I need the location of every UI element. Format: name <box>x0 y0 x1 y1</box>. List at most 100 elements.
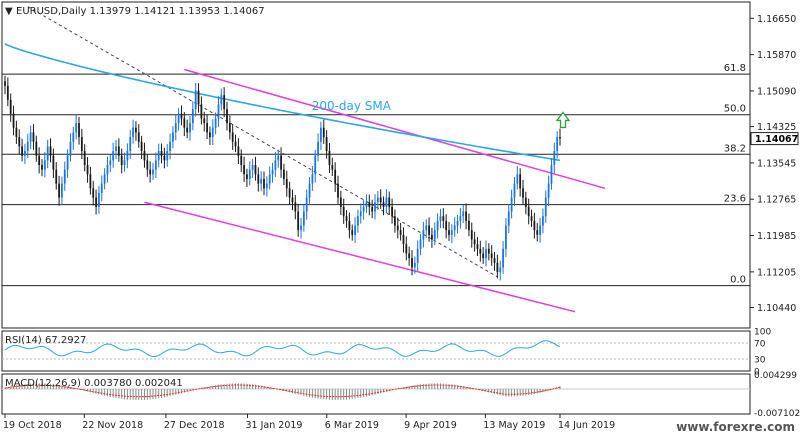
candle-body-41 <box>120 155 123 165</box>
candle-body-5 <box>18 137 21 147</box>
fib-label-4: 0.0 <box>730 275 746 286</box>
candle-body-159 <box>456 220 459 226</box>
candle-body-53 <box>154 160 157 170</box>
rsi-tick-3: 0 <box>754 368 760 378</box>
rsi-panel-frame <box>1 330 751 372</box>
candle-body-46 <box>135 127 137 133</box>
candle-body-176 <box>505 225 507 249</box>
candle-body-74 <box>214 118 217 128</box>
candle-body-119 <box>342 206 345 217</box>
candle-body-178 <box>510 197 513 212</box>
candle-body-160 <box>459 216 462 221</box>
candle-body-40 <box>117 146 120 156</box>
candle-body-157 <box>450 230 453 235</box>
candle-body-80 <box>231 132 234 142</box>
candle-body-17 <box>52 155 55 170</box>
candle-body-99 <box>285 178 288 189</box>
candle-body-93 <box>268 174 271 184</box>
candle-body-0 <box>4 81 6 86</box>
candle-body-172 <box>493 258 496 263</box>
candle-body-57 <box>166 151 169 161</box>
price-tick-label-3: 1.14325 <box>757 122 796 133</box>
candle-body-59 <box>172 132 174 142</box>
candle-body-86 <box>248 169 251 179</box>
candle-body-81 <box>234 141 237 147</box>
candle-body-185 <box>530 216 533 221</box>
candle-body-68 <box>197 90 200 105</box>
candle-body-114 <box>328 151 331 165</box>
candle-body-21 <box>63 169 66 184</box>
macd-label: MACD(12,26,9) 0.003780 0.002041 <box>5 378 183 389</box>
candle-body-181 <box>519 174 522 189</box>
candle-body-83 <box>240 155 243 165</box>
candle-body-25 <box>75 123 78 133</box>
candle-body-9 <box>29 132 32 142</box>
price-tick-label-6: 1.11985 <box>757 231 796 242</box>
candle-body-171 <box>490 253 493 259</box>
rsi-label: RSI(14) 67.2927 <box>5 335 86 346</box>
menu-triangle-icon[interactable]: ▼ <box>5 6 13 17</box>
candle-body-61 <box>177 113 180 124</box>
candle-body-60 <box>174 123 177 133</box>
candle-body-112 <box>322 127 325 138</box>
candle-body-4 <box>15 127 18 138</box>
candle-body-137 <box>394 216 396 226</box>
candle-body-147 <box>422 230 425 240</box>
price-tick-label-8: 1.10440 <box>757 303 796 314</box>
candle-body-158 <box>453 225 456 231</box>
candle-body-52 <box>152 169 154 175</box>
candle-body-28 <box>83 151 86 165</box>
candle-body-7 <box>24 151 26 156</box>
candle-body-134 <box>385 197 388 207</box>
candle-body-56 <box>163 155 166 161</box>
candle-body-75 <box>217 104 220 119</box>
candle-body-95 <box>274 160 277 170</box>
candle-body-111 <box>320 127 322 142</box>
candle-body-161 <box>462 211 465 217</box>
price-tick-label-2: 1.15090 <box>757 86 796 97</box>
macd-tick-1: -0.007102 <box>754 409 800 419</box>
candle-body-1 <box>6 85 9 100</box>
candle-body-51 <box>149 169 152 175</box>
candle-body-145 <box>416 248 419 263</box>
candle-body-135 <box>388 197 391 207</box>
price-tick-label-4: 1.13545 <box>757 158 796 169</box>
x-tick-label-4: 6 Mar 2019 <box>325 420 379 431</box>
candle-body-141 <box>405 244 408 254</box>
candle-body-121 <box>348 220 351 231</box>
candle-body-150 <box>431 234 433 240</box>
candle-body-65 <box>189 123 191 133</box>
candle-body-154 <box>442 216 445 221</box>
rsi-layer <box>2 340 750 360</box>
candle-body-50 <box>146 160 149 170</box>
candle-body-42 <box>123 160 126 165</box>
candle-body-120 <box>345 216 348 221</box>
candle-body-173 <box>496 262 499 273</box>
candle-body-109 <box>314 155 317 175</box>
candle-body-45 <box>132 127 134 138</box>
candle-body-38 <box>112 151 115 161</box>
candle-body-169 <box>485 248 487 259</box>
candle-body-82 <box>237 146 240 156</box>
candle-body-18 <box>55 169 58 184</box>
candle-body-131 <box>376 197 379 203</box>
channel-lower-line <box>144 201 576 313</box>
candle-body-195 <box>559 137 561 139</box>
candle-body-168 <box>482 253 485 259</box>
candle-body-156 <box>448 230 450 235</box>
candle-body-127 <box>365 202 368 207</box>
price-panel-frame <box>1 1 751 329</box>
candle-body-76 <box>220 95 223 105</box>
x-tick-label-0: 19 Oct 2018 <box>3 420 62 431</box>
candle-body-55 <box>160 151 163 156</box>
candle-body-94 <box>271 169 274 175</box>
candle-body-123 <box>354 225 356 235</box>
fib-label-2: 38.2 <box>724 143 746 154</box>
sma-200-line <box>4 43 561 162</box>
candle-body-170 <box>487 248 490 254</box>
macd-layer <box>2 383 750 400</box>
candle-body-29 <box>86 165 89 175</box>
candle-body-107 <box>308 183 311 198</box>
candle-body-104 <box>300 225 302 231</box>
candle-body-62 <box>180 113 183 119</box>
